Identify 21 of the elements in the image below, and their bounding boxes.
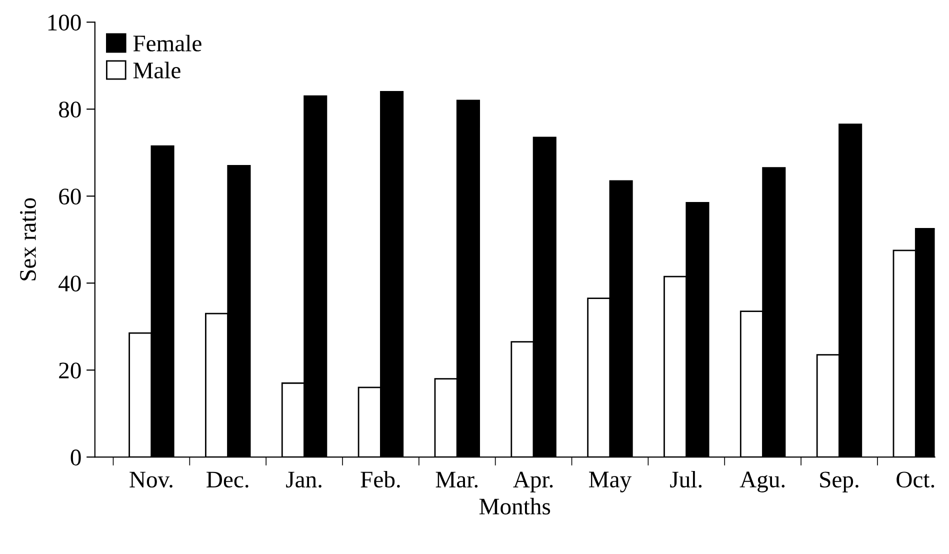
legend-label: Female [133,34,202,52]
y-tick-label: 40 [58,276,81,292]
y-tick-label: 0 [70,450,81,466]
x-tick-label: Agu. [740,472,785,492]
y-axis-title: Sex ratio [20,198,36,280]
x-tick-label: Jul. [670,470,702,488]
x-tick-label: Dec. [206,472,248,488]
y-tick-label: 80 [58,102,81,118]
x-tick-label: May [589,472,632,492]
x-tick-label: Sep. [820,472,858,492]
x-tick-label: Jan. [286,472,322,488]
legend-label: Male [133,62,180,78]
x-tick-label: Apr. [513,472,553,492]
x-axis-title: Months [479,498,550,515]
x-tick-label: Nov. [130,472,172,488]
x-tick-label: Feb. [360,470,400,488]
x-tick-label: Oct. [896,472,934,488]
y-tick-label: 100 [48,14,81,31]
y-tick-label: 20 [59,362,81,378]
x-tick-label: Mar. [436,472,478,488]
y-tick-label: 60 [59,188,81,205]
